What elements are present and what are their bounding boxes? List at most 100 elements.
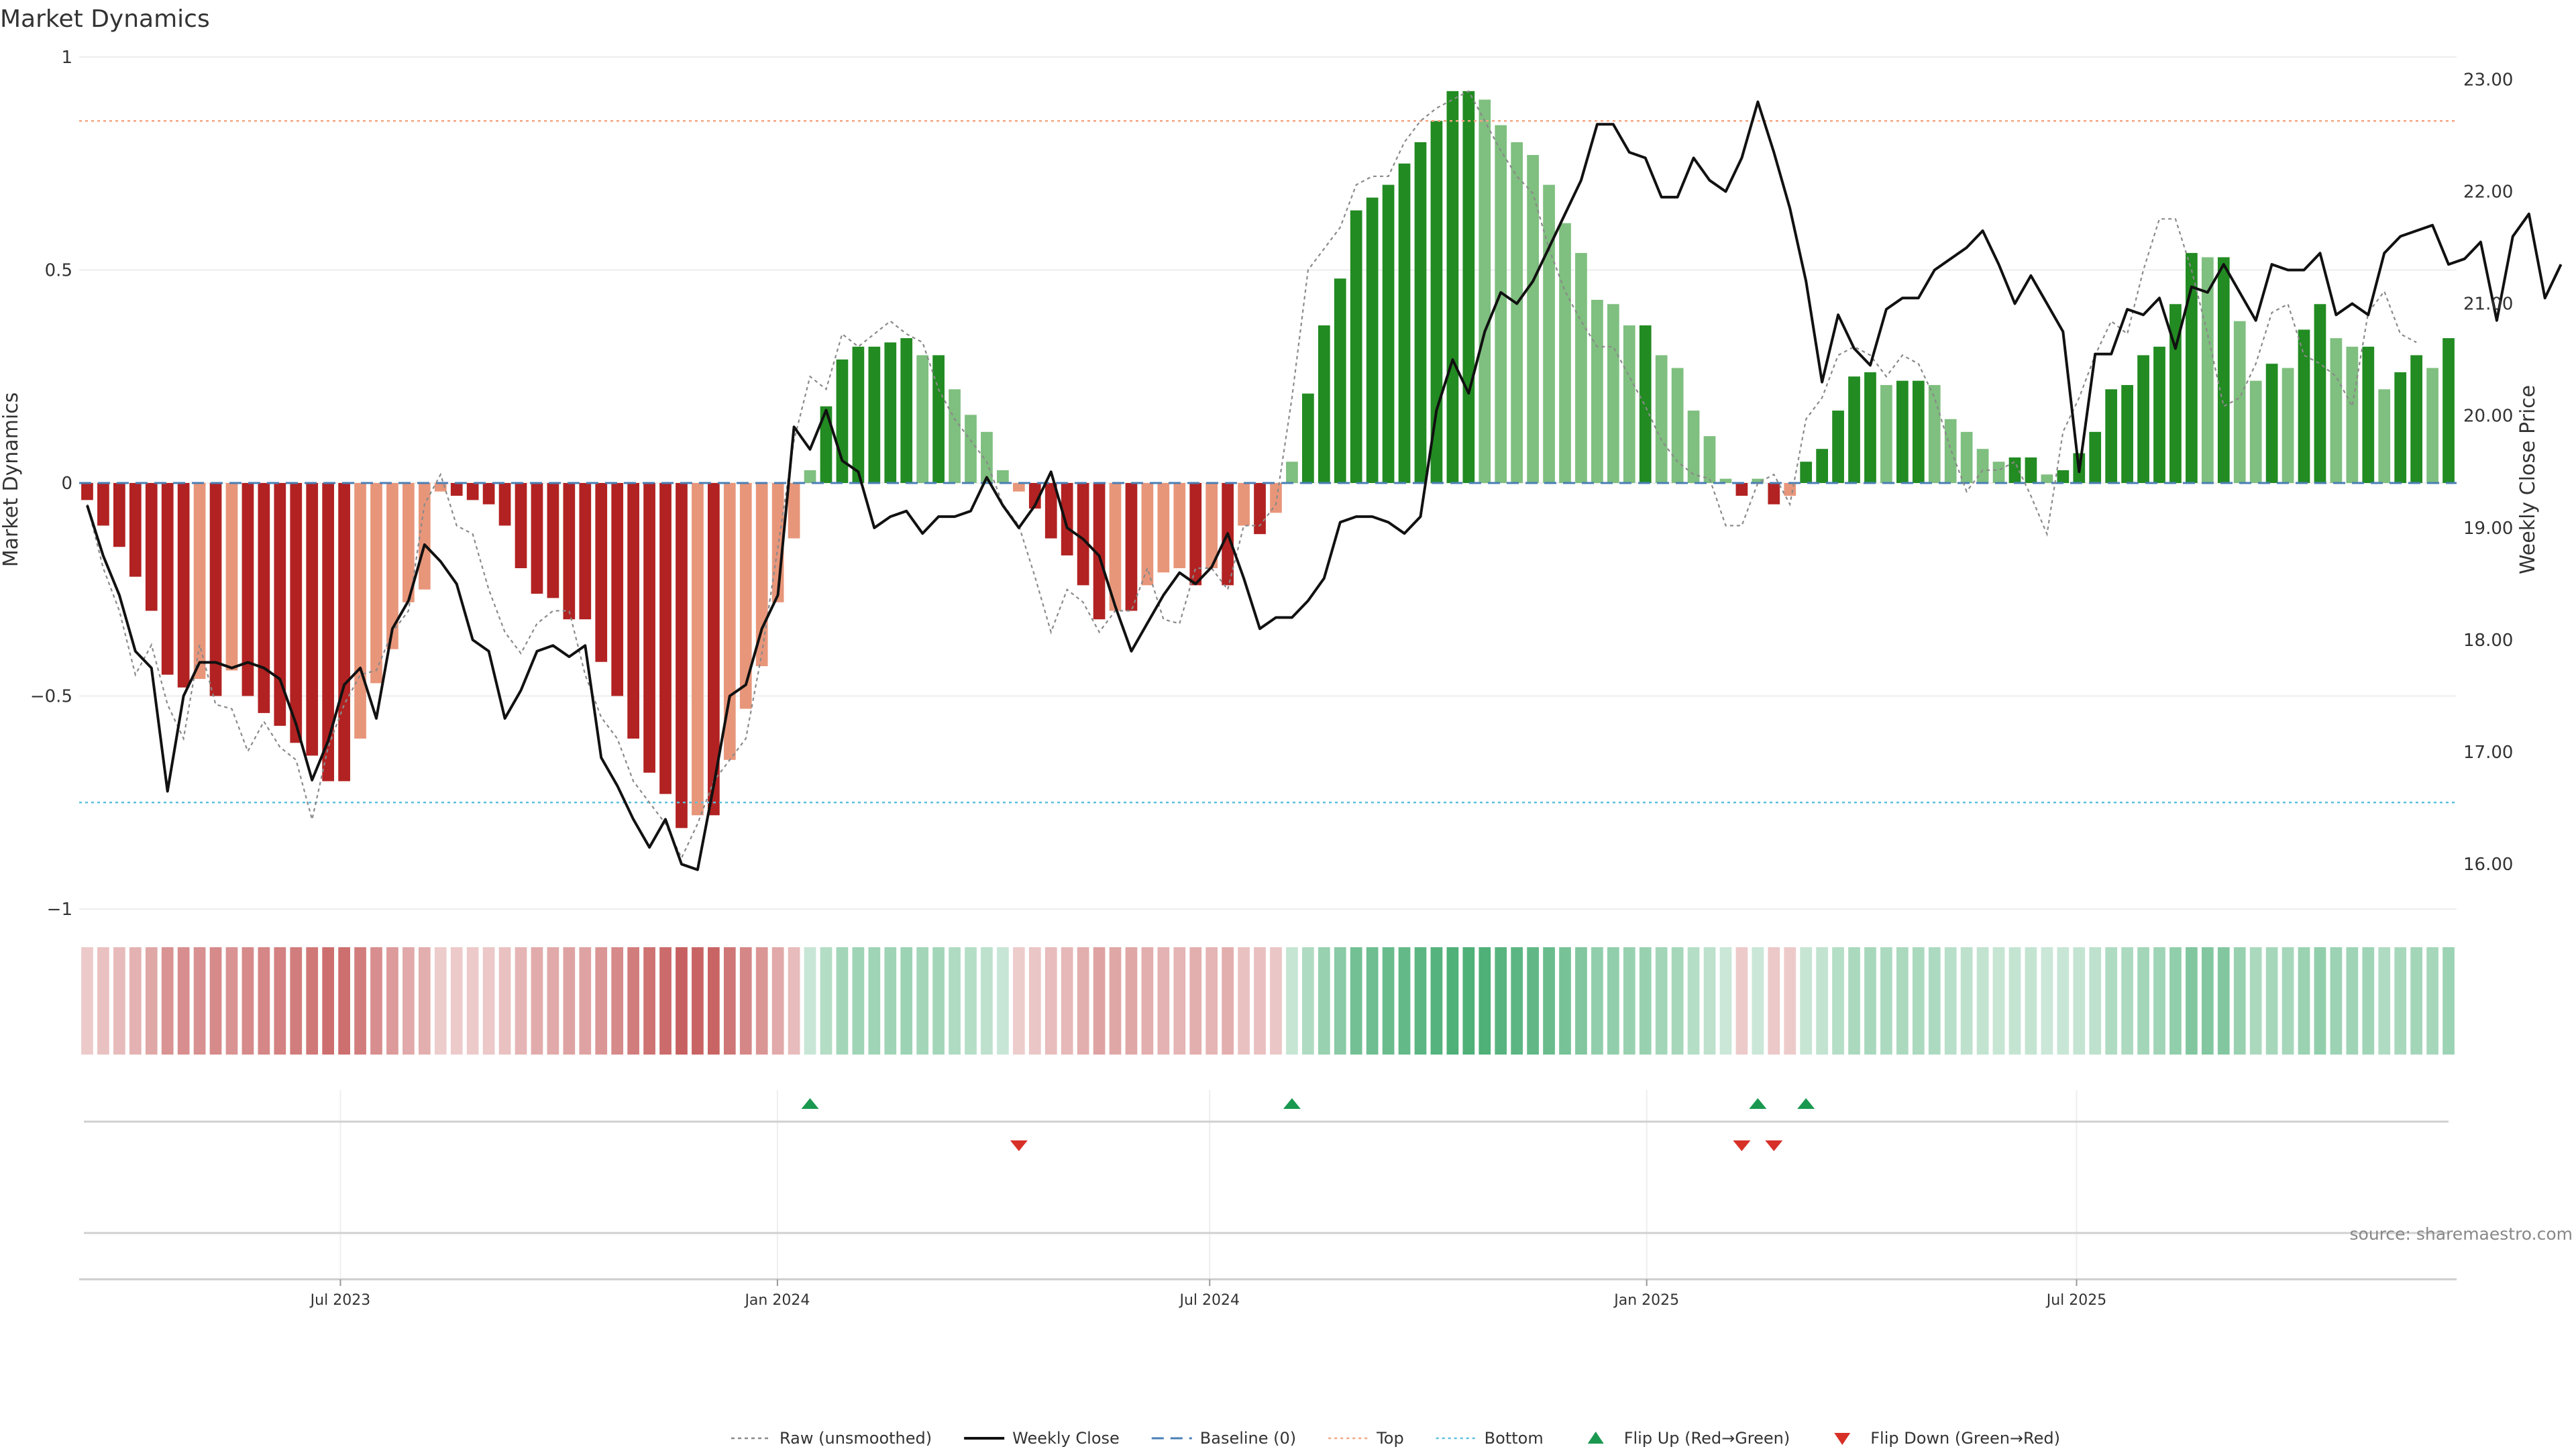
left-tick-label: 0.5 xyxy=(45,261,72,281)
md-bar xyxy=(193,483,206,680)
md-bar xyxy=(161,483,174,675)
md-bar xyxy=(402,483,415,602)
regime-cell xyxy=(354,947,366,1055)
regime-cell xyxy=(274,947,286,1055)
md-bar xyxy=(611,483,624,696)
md-bar xyxy=(225,483,238,671)
regime-cell xyxy=(836,947,849,1055)
legend-item: Weekly Close xyxy=(964,1429,1120,1448)
regime-cell xyxy=(627,947,639,1055)
regime-cell xyxy=(579,947,592,1055)
md-bar xyxy=(997,470,1009,483)
regime-cell xyxy=(1623,947,1635,1055)
md-bar xyxy=(868,346,881,483)
md-bar xyxy=(788,483,800,539)
regime-cell xyxy=(225,947,238,1055)
md-bar xyxy=(1479,99,1491,483)
regime-cell xyxy=(2394,947,2407,1055)
md-bar xyxy=(1414,142,1427,483)
md-bar xyxy=(2249,380,2262,483)
md-bar xyxy=(1446,91,1459,484)
regime-cell xyxy=(1928,947,1941,1055)
regime-cell xyxy=(1896,947,1909,1055)
regime-cell xyxy=(1735,947,1748,1055)
source-note: source: sharemaestro.com xyxy=(2350,1224,2573,1244)
regime-cell xyxy=(1639,947,1652,1055)
regime-cell xyxy=(2186,947,2198,1055)
regime-cell xyxy=(804,947,816,1055)
md-bar xyxy=(1318,325,1330,483)
right-tick-label: 17.00 xyxy=(2463,743,2513,763)
regime-cell xyxy=(418,947,431,1055)
regime-cell xyxy=(659,947,672,1055)
md-bar xyxy=(1623,325,1635,483)
regime-cell xyxy=(949,947,961,1055)
md-bar xyxy=(1575,253,1587,483)
md-bar xyxy=(113,483,125,547)
regime-cell xyxy=(2249,947,2262,1055)
md-bar xyxy=(2025,457,2037,483)
md-bar xyxy=(466,483,479,500)
x-tick-label: Jul 2023 xyxy=(309,1292,371,1309)
regime-cell xyxy=(2410,947,2422,1055)
regime-cell xyxy=(1703,947,1716,1055)
md-bar xyxy=(1992,462,2005,483)
md-bar xyxy=(1864,372,1876,483)
gridlines xyxy=(79,56,2457,1281)
regime-cell xyxy=(1752,947,1764,1055)
regime-cell xyxy=(1864,947,1876,1055)
regime-cell xyxy=(1061,947,1073,1055)
regime-cell xyxy=(2057,947,2070,1055)
md-bar xyxy=(1848,376,1860,483)
regime-cell xyxy=(2346,947,2359,1055)
md-bar xyxy=(2410,355,2422,483)
md-bar xyxy=(723,483,736,760)
legend-swatch-flip-up xyxy=(1587,1432,1604,1444)
md-bar xyxy=(515,483,527,568)
md-bar xyxy=(1093,483,1106,620)
legend-label: Weekly Close xyxy=(1012,1429,1120,1448)
md-bar xyxy=(1061,483,1073,555)
flip-up-marker xyxy=(801,1098,819,1109)
regime-cell xyxy=(1157,947,1170,1055)
md-bar xyxy=(1607,304,1619,483)
regime-cell xyxy=(1575,947,1587,1055)
md-bar xyxy=(692,483,704,816)
regime-cell xyxy=(113,947,125,1055)
md-bar xyxy=(370,483,382,684)
flip-down-marker xyxy=(1010,1140,1028,1151)
md-bar xyxy=(1976,449,1989,483)
md-bar xyxy=(1655,355,1668,483)
regime-cell xyxy=(1446,947,1459,1055)
md-bar xyxy=(1832,411,1844,483)
md-bar xyxy=(1687,411,1700,483)
md-bar xyxy=(2217,257,2230,483)
right-tick-label: 16.00 xyxy=(2463,855,2513,875)
md-bar xyxy=(1366,197,1379,483)
regime-cell xyxy=(1768,947,1780,1055)
regime-cell xyxy=(290,947,303,1055)
md-bar xyxy=(2105,389,2118,483)
regime-cell xyxy=(1784,947,1796,1055)
md-bar xyxy=(595,483,608,662)
md-bar xyxy=(965,415,977,483)
md-bar xyxy=(274,483,286,726)
md-bar xyxy=(1543,184,1555,483)
md-bar xyxy=(2314,304,2326,483)
weekly-close-line xyxy=(86,100,2563,871)
md-bar xyxy=(482,483,495,504)
regime-cell xyxy=(531,947,543,1055)
regime-cell xyxy=(771,947,784,1055)
regime-cell xyxy=(402,947,415,1055)
regime-cell xyxy=(338,947,350,1055)
md-bar xyxy=(1511,142,1523,483)
regime-cell xyxy=(965,947,977,1055)
md-bar xyxy=(2153,346,2165,483)
md-bar xyxy=(498,483,511,526)
x-tick-label: Jan 2024 xyxy=(743,1292,810,1309)
md-bar xyxy=(1527,155,1539,484)
regime-cell xyxy=(2008,947,2021,1055)
md-bar xyxy=(97,483,109,526)
regime-cell xyxy=(2041,947,2053,1055)
